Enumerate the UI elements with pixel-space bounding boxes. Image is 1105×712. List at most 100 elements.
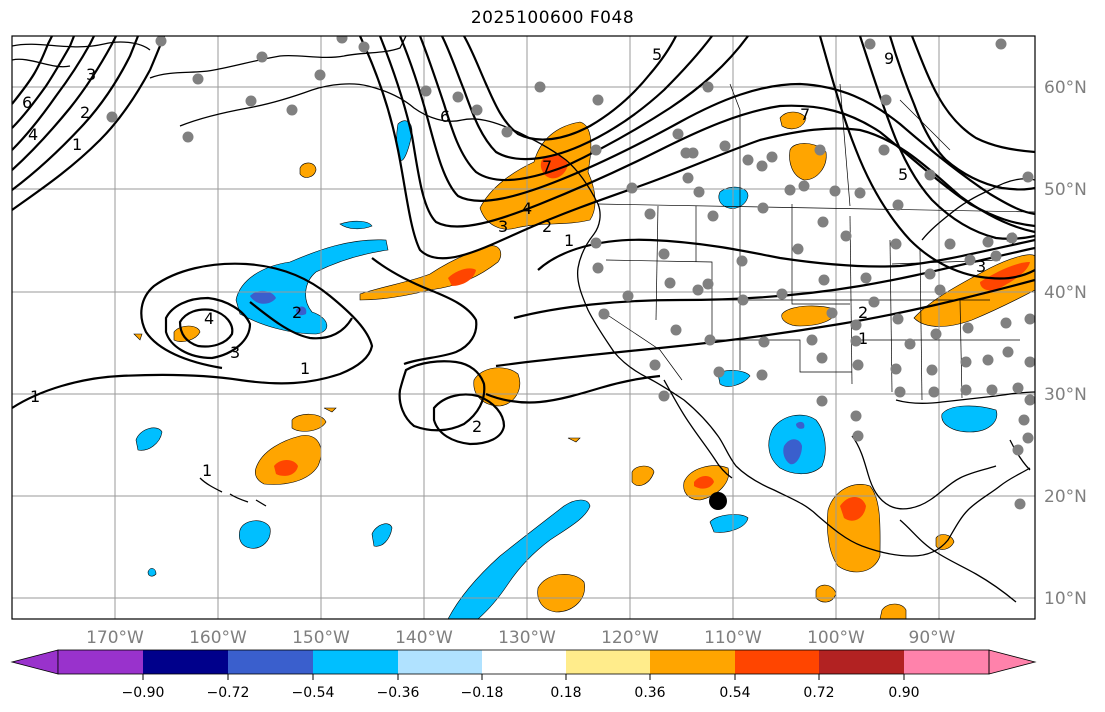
- contour-label: 2: [858, 303, 868, 322]
- pos-patch-canada-2: [779, 111, 807, 130]
- longitude-labels: 170°W 160°W 150°W 140°W 130°W 120°W 110°…: [86, 628, 956, 648]
- contour-label: 1: [858, 329, 868, 348]
- pos-patch-tiny-1: [133, 333, 143, 341]
- pos-patch-tiny-2: [323, 407, 337, 413]
- contour-label: 6: [440, 107, 450, 126]
- neg-patch-baja: [709, 514, 749, 533]
- colorbar-swatch: [650, 650, 735, 674]
- colorbar-label: 0.36: [634, 685, 665, 701]
- pos-patch-south-pac: [537, 574, 585, 613]
- pos-patch-tiny-3: [567, 437, 581, 443]
- lon-label: 170°W: [86, 628, 144, 648]
- contour-label: 5: [898, 165, 908, 184]
- contour-label: 3: [976, 257, 986, 276]
- neg-patch-mexico-core-2: [796, 421, 805, 429]
- contour-label: 2: [80, 103, 90, 122]
- contour-label: 7: [542, 157, 552, 176]
- neg-patch-small-1: [147, 568, 157, 577]
- neg-patch-gulf: [941, 405, 998, 433]
- contour-label: 7: [800, 105, 810, 124]
- lon-label: 150°W: [292, 628, 350, 648]
- neg-patch-south-band: [447, 499, 591, 619]
- neg-patch-south-1: [239, 520, 271, 549]
- contour-lines: [12, 36, 1035, 446]
- map-title: 2025100600 F048: [470, 8, 635, 28]
- contour-label: 1: [300, 359, 310, 378]
- contour-label: 2: [542, 217, 552, 236]
- colorbar-label: −0.90: [122, 685, 165, 701]
- contour-label: 1: [202, 461, 212, 480]
- lon-label: 140°W: [395, 628, 453, 648]
- colorbar-swatch: [143, 650, 228, 674]
- colorbar-swatch: [904, 650, 989, 674]
- colorbar-swatch: [313, 650, 398, 674]
- lon-label: 120°W: [601, 628, 659, 648]
- neg-patch-south-2: [371, 523, 393, 547]
- pos-patch-hawaii-core: [274, 460, 298, 476]
- colorbar-label: 0.90: [888, 685, 919, 701]
- colorbar-label: 0.72: [803, 685, 834, 701]
- colorbar-extend-high: [988, 649, 1037, 675]
- contour-labels: 6 4 1 2 3 6 4 3 2 1 7 5 7 9 5 3 4 2 1 2 …: [22, 45, 1016, 480]
- contour-label: 1: [564, 231, 574, 250]
- latitude-labels: 60°N 50°N 40°N 30°N 20°N 10°N: [1044, 78, 1087, 609]
- contour-label: 3: [86, 65, 96, 84]
- colorbar-label: −0.54: [292, 685, 335, 701]
- anomaly-fills: [133, 111, 1035, 619]
- colorbar: −0.90 −0.72 −0.54 −0.36 −0.18 0.18 0.36 …: [10, 649, 1037, 701]
- neg-patch-mexico-core: [783, 439, 802, 465]
- colorbar-outline: [57, 649, 990, 675]
- colorbar-label: 0.18: [550, 685, 581, 701]
- colorbar-label: −0.18: [461, 685, 504, 701]
- lat-label: 40°N: [1044, 283, 1087, 303]
- contour-label: 2: [472, 417, 482, 436]
- colorbar-swatch: [482, 650, 566, 674]
- colorbar-swatch: [566, 650, 650, 674]
- contour-label: 9: [884, 49, 894, 68]
- contour-label: 4: [28, 125, 38, 144]
- lon-label: 100°W: [807, 628, 865, 648]
- colorbar-swatch: [58, 650, 143, 674]
- contour-label: 6: [22, 93, 32, 112]
- lon-label: 160°W: [189, 628, 247, 648]
- contour-label: 1: [72, 135, 82, 154]
- contour-label: 2: [292, 303, 302, 322]
- pos-patch-cent-am-core: [840, 497, 866, 521]
- pos-patch-sw-small: [631, 465, 655, 486]
- neg-patch-pacific: [235, 239, 389, 335]
- lat-label: 30°N: [1044, 385, 1087, 405]
- contour-label: 4: [522, 199, 532, 218]
- lat-label: 60°N: [1044, 78, 1087, 98]
- pos-patch-east-core: [980, 262, 1030, 291]
- pos-patch-pac-s: [879, 603, 907, 619]
- colorbar-swatch: [398, 650, 482, 674]
- pos-patch-ne-pac: [299, 162, 317, 178]
- station-dots: [106, 36, 1035, 510]
- pos-patch-central: [473, 367, 520, 407]
- colorbar-label: 0.54: [719, 685, 750, 701]
- location-marker: [709, 492, 727, 510]
- contour-label: 3: [230, 343, 240, 362]
- colorbar-label: −0.36: [377, 685, 420, 701]
- neg-patch-west-pacific: [135, 427, 163, 451]
- lat-label: 20°N: [1044, 487, 1087, 507]
- lat-label: 10°N: [1044, 589, 1087, 609]
- neg-patch-pacific-core-2: [296, 306, 307, 316]
- neg-patch-pacific-core: [250, 290, 276, 304]
- neg-patch-gulf-ak: [339, 220, 373, 230]
- lon-label: 130°W: [498, 628, 556, 648]
- lat-label: 50°N: [1044, 180, 1087, 200]
- contour-label: 4: [204, 309, 214, 328]
- lon-label: 110°W: [704, 628, 762, 648]
- pos-patch-plains: [781, 305, 837, 327]
- colorbar-swatch: [228, 650, 313, 674]
- pos-patch-hawaii-n2: [291, 413, 327, 432]
- pos-patch-hawaii-north: [254, 435, 322, 485]
- colorbar-swatch: [819, 650, 904, 674]
- pos-patch-baja-core: [694, 476, 714, 489]
- contour-label: 1: [30, 387, 40, 406]
- lon-label: 90°W: [909, 628, 956, 648]
- pos-patch-band-core: [448, 268, 476, 286]
- colorbar-label: −0.72: [207, 685, 250, 701]
